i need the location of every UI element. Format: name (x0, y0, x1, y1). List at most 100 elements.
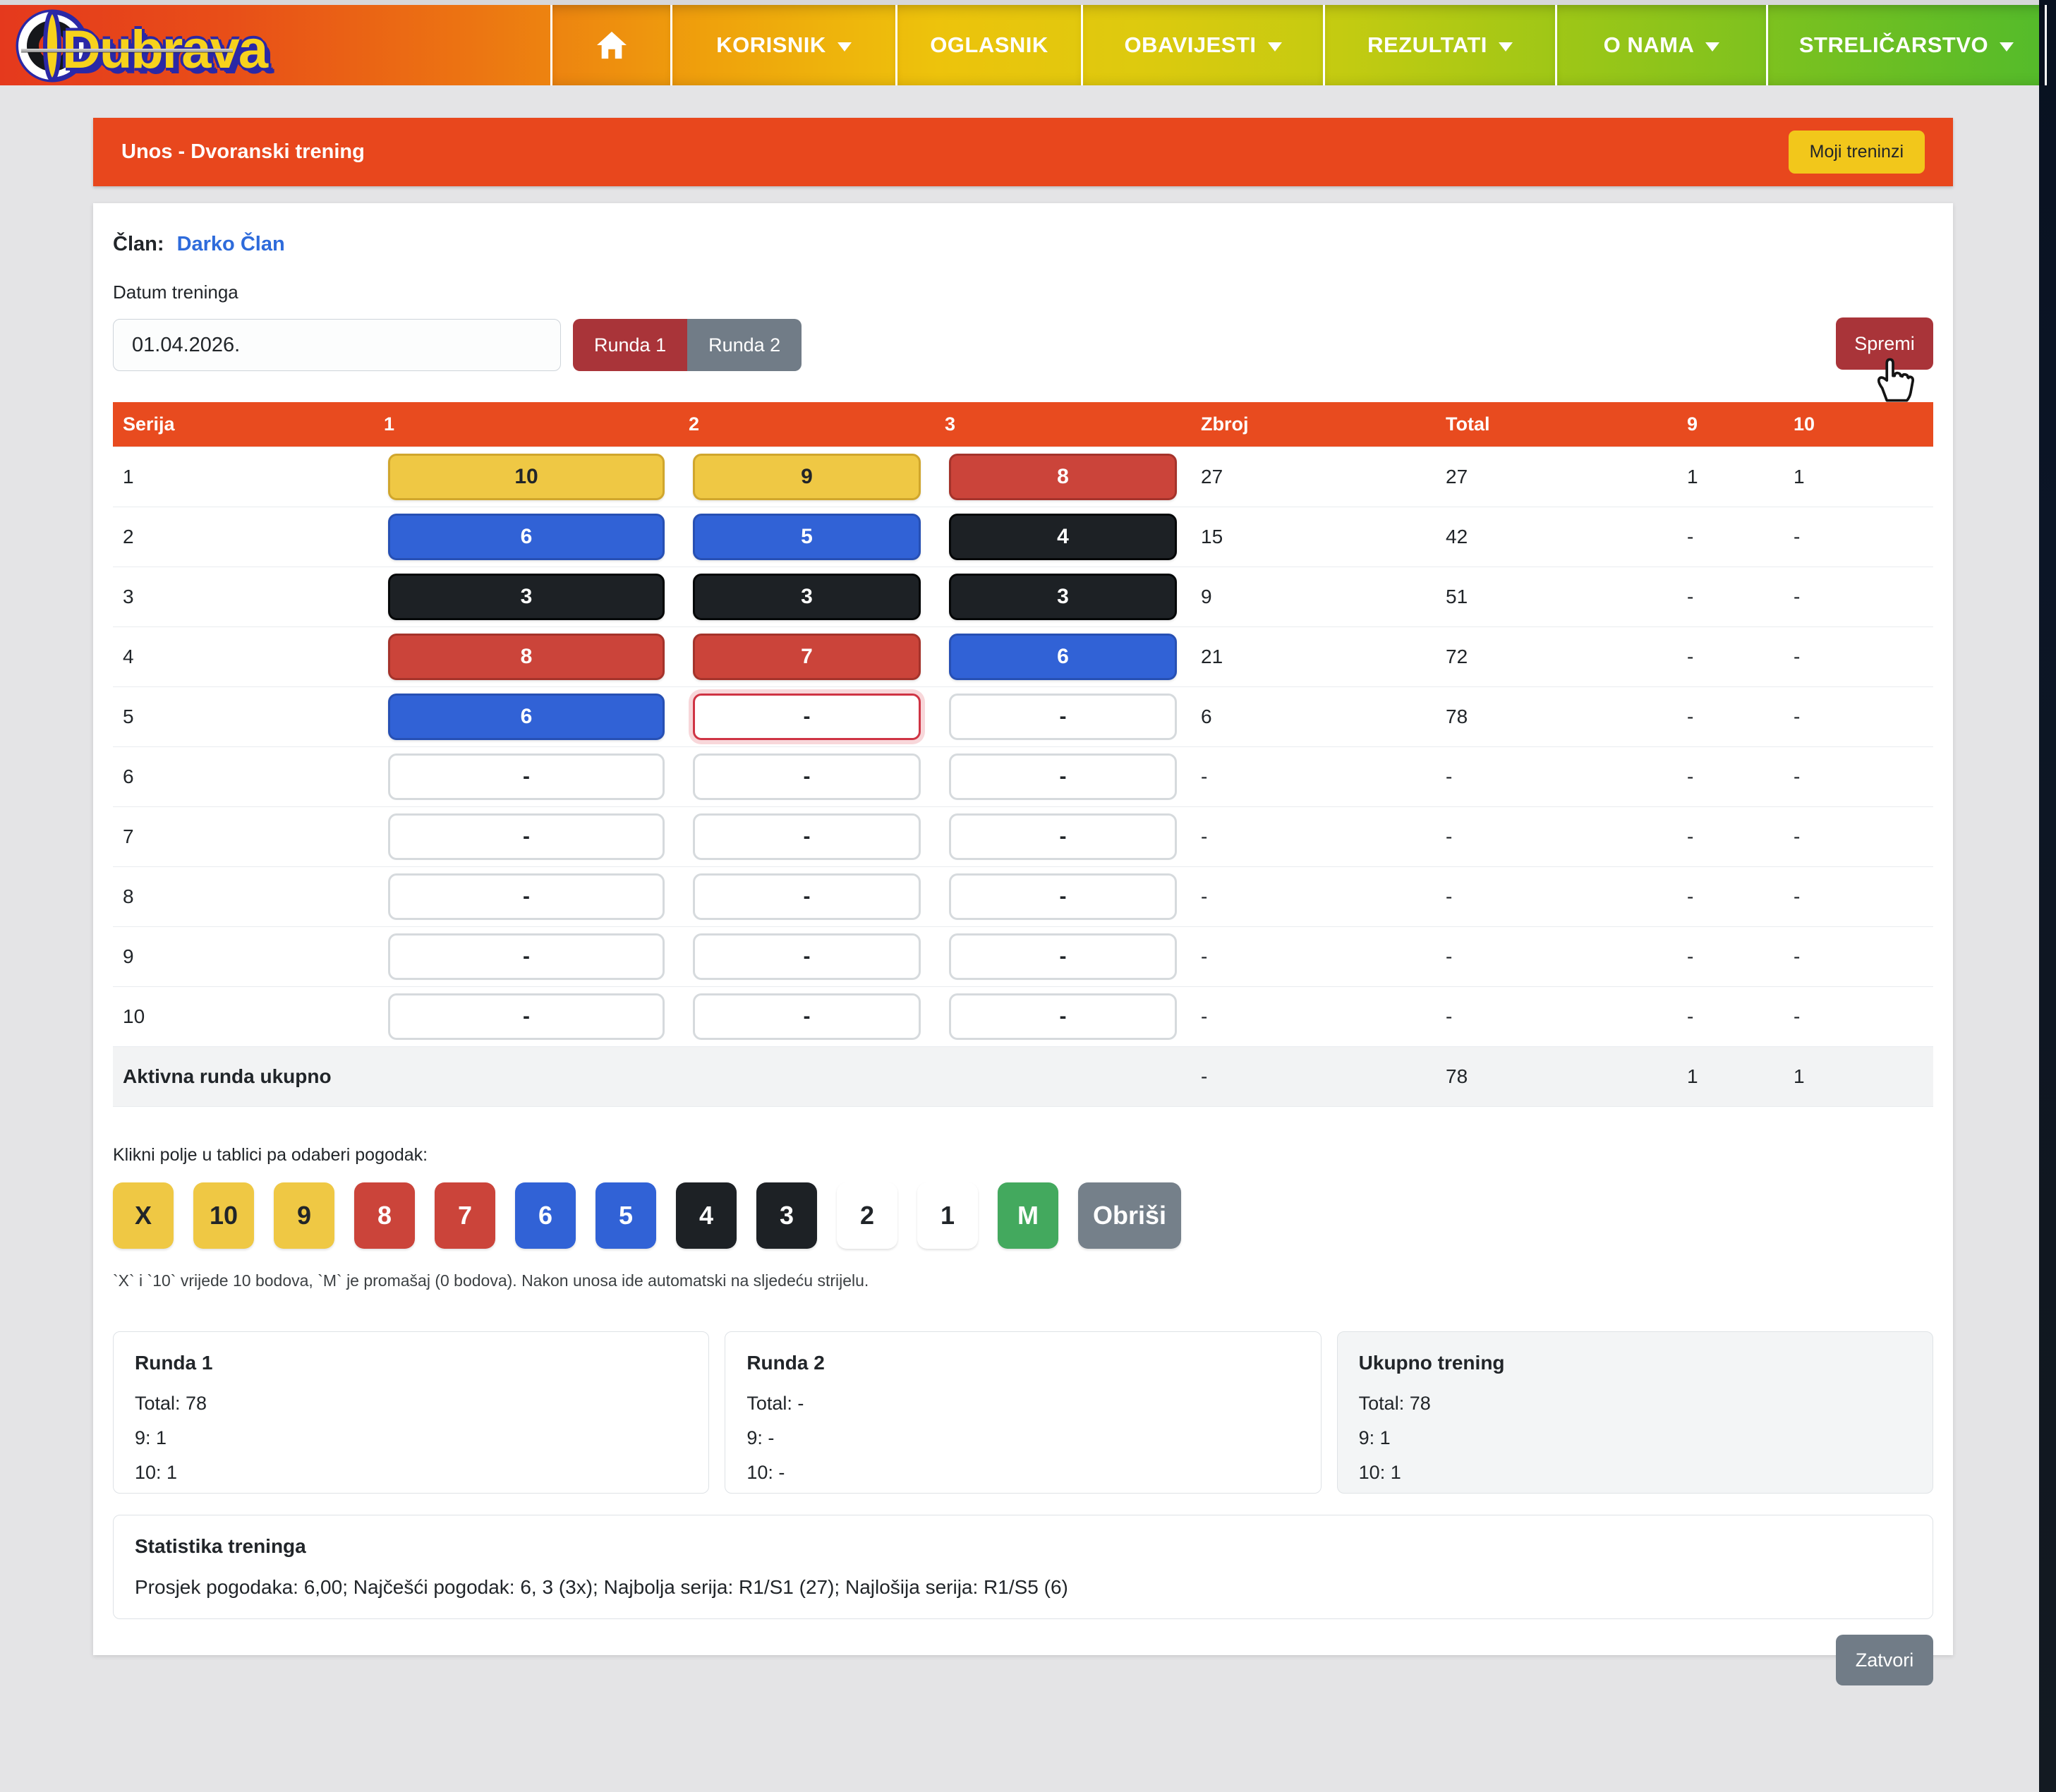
table-row: 3 3 3 3 9 51- - (113, 567, 1933, 627)
shot-cell[interactable]: - (693, 933, 921, 980)
logo[interactable]: Dubrava (0, 5, 550, 85)
total-value: - (1436, 806, 1677, 867)
nav-item-oglasnik[interactable]: OGLASNIK (895, 5, 1081, 85)
shot-cell[interactable]: - (388, 933, 665, 980)
serija-number: 6 (113, 746, 374, 807)
nav-item-label: STRELIČARSTVO (1798, 32, 1989, 57)
pick-x[interactable]: X (113, 1182, 174, 1249)
col-shot-3: 3 (935, 402, 1191, 447)
tens-value: - (1784, 926, 1933, 987)
runda-2-button[interactable]: Runda 2 (687, 319, 802, 371)
pick-m[interactable]: M (998, 1182, 1058, 1249)
table-header-row: Serija 1 2 3 Zbroj Total 9 10 (113, 402, 1933, 447)
serija-number: 7 (113, 806, 374, 867)
zbroj-value: - (1191, 746, 1436, 807)
shot-cell[interactable]: - (388, 993, 665, 1040)
pick-6[interactable]: 6 (515, 1182, 576, 1249)
col-shot-1: 1 (374, 402, 679, 447)
shot-cell[interactable]: - (949, 873, 1177, 920)
shot-cell[interactable]: 10 (388, 454, 665, 500)
shot-cell[interactable]: - (388, 873, 665, 920)
shot-cell[interactable]: 3 (693, 574, 921, 620)
member-label: Član: (113, 233, 164, 255)
pick-3[interactable]: 3 (756, 1182, 817, 1249)
shot-cell[interactable]: - (949, 993, 1177, 1040)
zbroj-value: 9 (1191, 567, 1436, 627)
shot-cell[interactable]: - (949, 813, 1177, 860)
tens-value: - (1784, 626, 1933, 687)
shot-cell[interactable]: 5 (693, 514, 921, 560)
tens-value: - (1784, 986, 1933, 1047)
serija-number: 9 (113, 926, 374, 987)
stats-title: Statistika treninga (135, 1535, 306, 1557)
nines-value: - (1677, 986, 1784, 1047)
shot-cell[interactable]: 6 (388, 694, 665, 740)
shot-cell-active[interactable]: - (693, 694, 921, 740)
nav-item-strelicarstvo[interactable]: STRELIČARSTVO (1766, 5, 2047, 85)
summary-card-line: 10: 1 (1358, 1462, 1401, 1483)
pick-5[interactable]: 5 (595, 1182, 656, 1249)
member-link[interactable]: Darko Član (176, 233, 285, 255)
serija-number: 4 (113, 626, 374, 687)
close-row: Zatvori (113, 1635, 1933, 1685)
nav-item-obavijesti[interactable]: OBAVIJESTI (1081, 5, 1323, 85)
zbroj-value: 27 (1191, 447, 1436, 507)
shot-cell[interactable]: 3 (949, 574, 1177, 620)
shot-cell[interactable]: 6 (949, 634, 1177, 680)
serija-number: 1 (113, 447, 374, 507)
pick-1[interactable]: 1 (917, 1182, 978, 1249)
nav-item-label: REZULTATI (1367, 32, 1487, 57)
nav-item-korisnik[interactable]: KORISNIK (670, 5, 895, 85)
zbroj-value: 21 (1191, 626, 1436, 687)
col-total: Total (1436, 402, 1677, 447)
member-line: Član: Darko Član (113, 233, 1933, 256)
shot-cell[interactable]: 6 (388, 514, 665, 560)
summary-card-title: Ukupno trening (1358, 1352, 1505, 1374)
home-icon (596, 31, 627, 59)
chevron-down-icon (1705, 42, 1720, 52)
shot-cell[interactable]: - (388, 753, 665, 800)
shot-cell[interactable]: - (949, 933, 1177, 980)
total-value: - (1436, 746, 1677, 807)
pick-4[interactable]: 4 (676, 1182, 737, 1249)
moji-treninzi-button[interactable]: Moji treninzi (1788, 131, 1925, 174)
chevron-down-icon (1498, 42, 1513, 52)
shot-cell[interactable]: 8 (949, 454, 1177, 500)
pick-2[interactable]: 2 (837, 1182, 897, 1249)
shot-cell[interactable]: - (949, 694, 1177, 740)
pick-9[interactable]: 9 (274, 1182, 334, 1249)
shot-cell[interactable]: 9 (693, 454, 921, 500)
spremi-button[interactable]: Spremi (1836, 317, 1933, 370)
shot-cell[interactable]: - (693, 813, 921, 860)
total-value: - (1436, 866, 1677, 927)
shot-cell[interactable]: - (949, 753, 1177, 800)
pick-8[interactable]: 8 (354, 1182, 415, 1249)
shot-cell[interactable]: 3 (388, 574, 665, 620)
pick-obriši[interactable]: Obriši (1078, 1182, 1182, 1249)
active-round-zbroj: - (1191, 1046, 1436, 1107)
summary-card-line: 10: - (746, 1462, 785, 1483)
tens-value: - (1784, 567, 1933, 627)
summary-card-title: Runda 2 (746, 1352, 825, 1374)
pick-7[interactable]: 7 (435, 1182, 495, 1249)
shot-cell[interactable]: 4 (949, 514, 1177, 560)
shot-cell[interactable]: 7 (693, 634, 921, 680)
serija-number: 2 (113, 507, 374, 567)
shot-cell[interactable]: - (388, 813, 665, 860)
shot-cell[interactable]: - (693, 753, 921, 800)
runda-1-button[interactable]: Runda 1 (573, 319, 688, 371)
total-value: 72 (1436, 626, 1677, 687)
pick-10[interactable]: 10 (193, 1182, 254, 1249)
nines-value: - (1677, 746, 1784, 807)
shot-cell[interactable]: - (693, 873, 921, 920)
zatvori-button[interactable]: Zatvori (1836, 1635, 1933, 1685)
nav-item-home[interactable] (550, 5, 670, 85)
shot-cell[interactable]: - (693, 993, 921, 1040)
shot-cell[interactable]: 8 (388, 634, 665, 680)
active-round-label: Aktivna runda ukupno (113, 1046, 1191, 1107)
nav-item-rezultati[interactable]: REZULTATI (1323, 5, 1555, 85)
summary-card: Ukupno trening Total: 78 9: 1 10: 1 (1336, 1331, 1933, 1494)
date-input[interactable] (113, 319, 561, 371)
nav-item-o-nama[interactable]: O NAMA (1555, 5, 1766, 85)
nav-items: KORISNIK OGLASNIK OBAVIJESTI REZULTATI O NAM… (550, 5, 2047, 85)
